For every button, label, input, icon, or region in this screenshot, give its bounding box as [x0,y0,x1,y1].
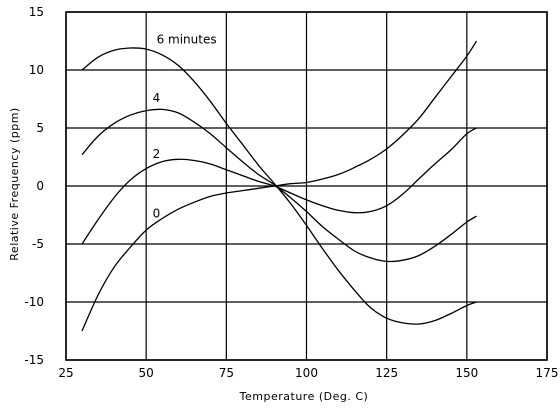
series-line [81,40,478,332]
x-tick-label: 125 [375,366,398,380]
x-tick-label: 50 [139,366,154,380]
x-tick-label: 25 [58,366,73,380]
x-axis-title: Temperature (Deg. C) [239,390,369,403]
series-label: 6 minutes [157,32,217,46]
x-tick-label: 150 [455,366,478,380]
series-labels: 6 minutes 4 2 0 [153,32,217,220]
plot-frame [65,11,548,361]
grid [65,11,548,361]
series-label: 4 [153,91,161,105]
y-tick-label: 10 [29,63,44,77]
y-tick-label: 5 [36,121,44,135]
series-line [81,108,477,263]
series-line [81,47,477,325]
series-group [81,40,478,332]
series-line [81,127,477,245]
series-label: 2 [153,147,161,161]
x-tick-label: 175 [536,366,559,380]
y-tick-label: -10 [24,295,44,309]
series-label: 0 [153,206,161,220]
y-tick-label: 0 [36,179,44,193]
x-tick-label: 100 [295,366,318,380]
y-axis-title: Relative Frequency (ppm) [8,107,21,260]
x-tick-label: 75 [219,366,234,380]
tick-labels: 25 50 75 100 125 150 175 -15 -10 -5 0 5 10 15 [24,5,558,380]
y-tick-label: -5 [32,237,44,251]
y-tick-label: -15 [24,353,44,367]
y-tick-label: 15 [29,5,44,19]
